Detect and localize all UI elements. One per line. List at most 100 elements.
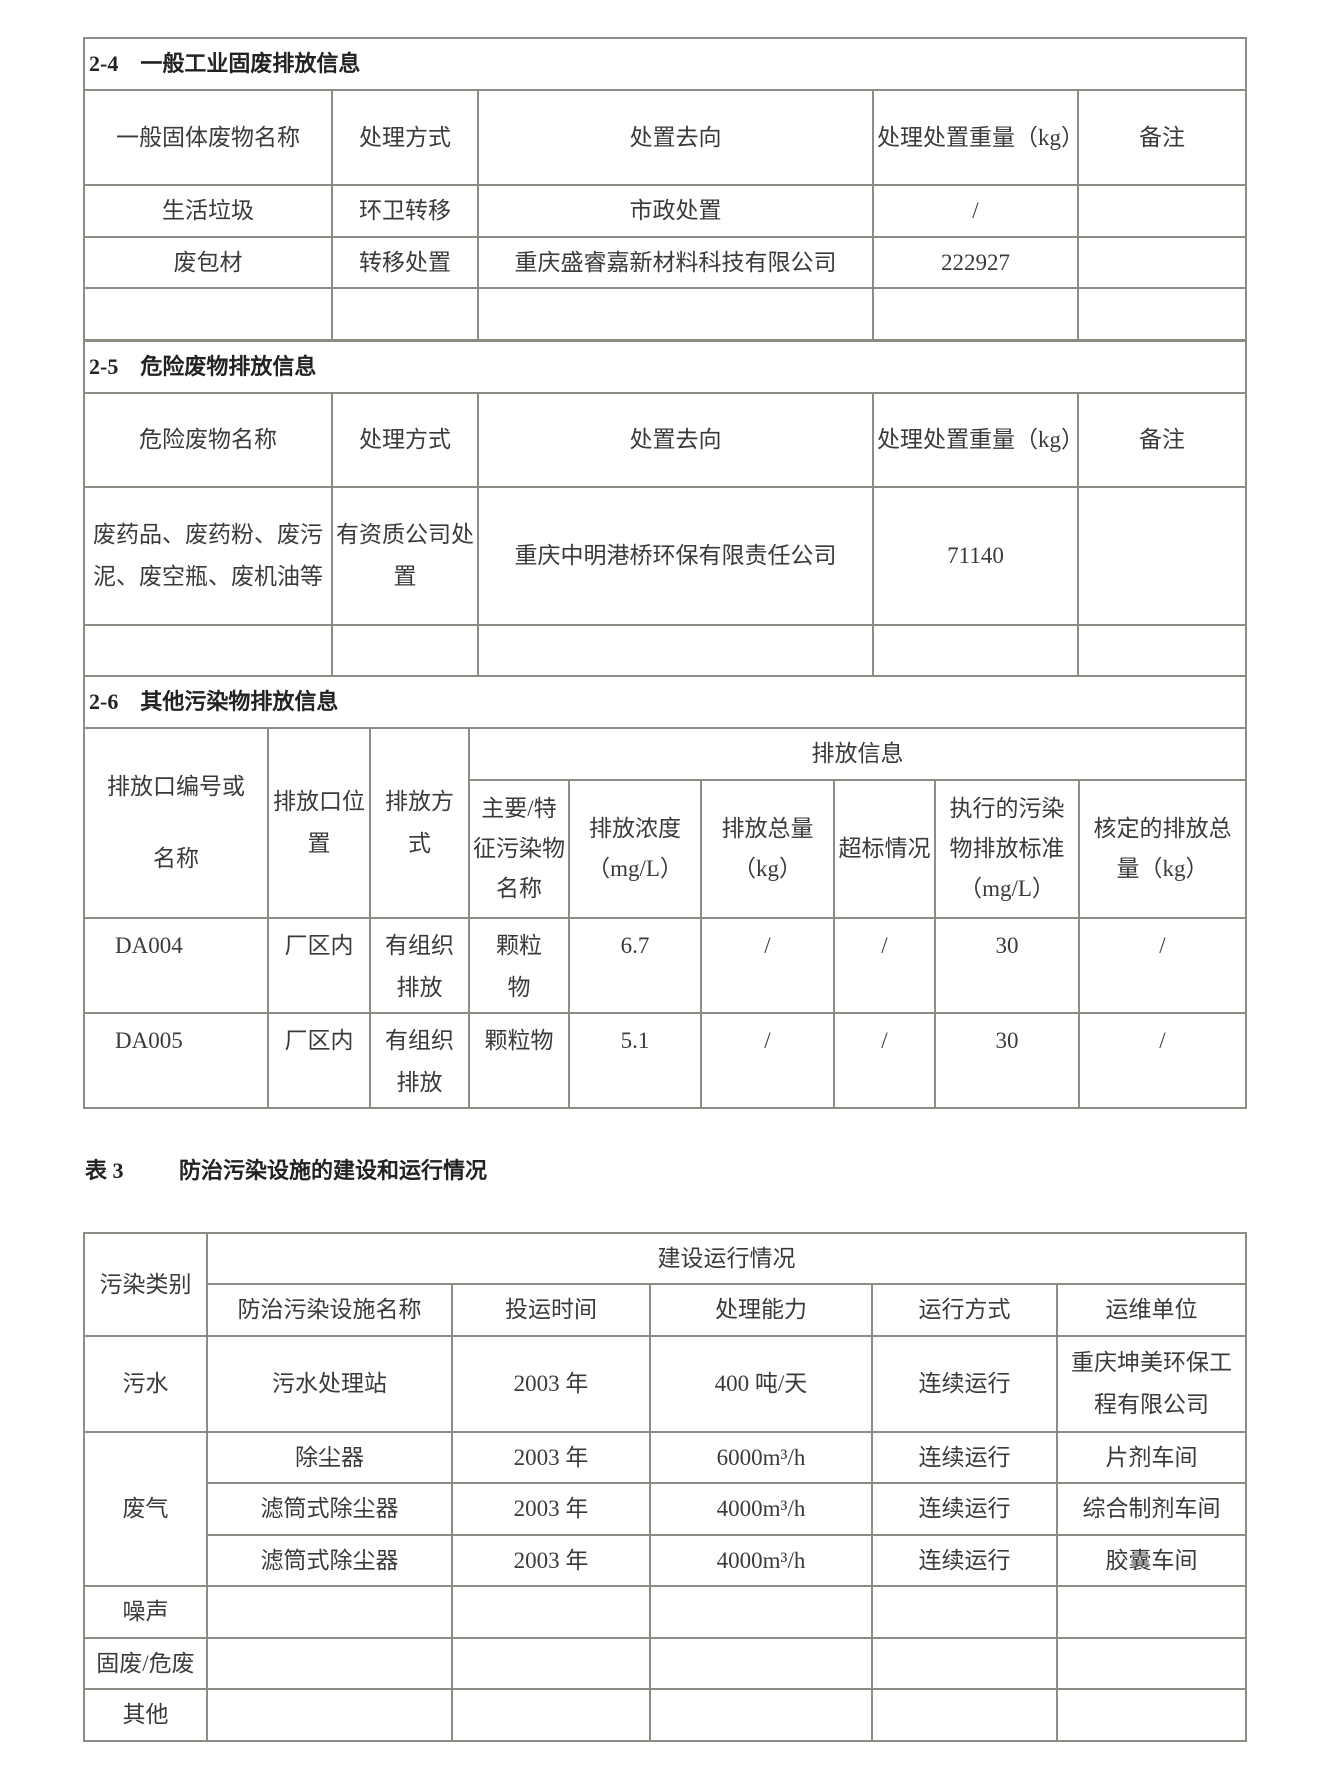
cell: 市政处置 [477, 184, 874, 238]
cell: 222927 [872, 236, 1079, 289]
cell: 71140 [872, 486, 1079, 626]
cell: / [833, 1012, 936, 1109]
cell: / [700, 1012, 835, 1109]
table-row: 生活垃圾 环卫转移 市政处置 / [83, 184, 1247, 238]
cell: 6.7 [568, 917, 702, 1014]
cell: DA004 [83, 917, 269, 1014]
cell: 有资质公司处置 [331, 486, 479, 626]
cell: 4000m³/h [649, 1482, 873, 1536]
cell: 2003 年 [451, 1482, 651, 1536]
header-cell: 处理能力 [649, 1283, 873, 1337]
table-row: 其他 [83, 1688, 1247, 1742]
table-row: 噪声 [83, 1585, 1247, 1639]
cell: 2003 年 [451, 1534, 651, 1587]
header-cell: 备注 [1077, 89, 1247, 186]
header-method: 排放方式 [369, 727, 470, 919]
table-number: 表 3 [85, 1158, 124, 1183]
cell: 滤筒式除尘器 [206, 1482, 453, 1536]
category-cell: 其他 [83, 1688, 208, 1742]
section-title-2-5: 2-5 危险废物排放信息 [83, 339, 1247, 394]
cell: 30 [934, 917, 1080, 1014]
cell: 400 吨/天 [649, 1335, 873, 1433]
table-row: DA005 厂区内 有组织排放 颗粒物 5.1 / / 30 / [83, 1012, 1247, 1109]
header-cell: 危险废物名称 [83, 392, 333, 488]
empty-row [83, 287, 1247, 342]
section-title-2-4: 2-4 一般工业固废排放信息 [83, 37, 1247, 91]
cell: / [1078, 917, 1247, 1014]
table-3-caption: 表 3 防治污染设施的建设和运行情况 [85, 1153, 487, 1185]
cell: 6000m³/h [649, 1431, 873, 1484]
header-cell: 处理处置重量（kg） [872, 89, 1079, 186]
header-cell: 运行方式 [871, 1283, 1058, 1337]
category-cell: 污水 [83, 1335, 208, 1433]
header-cell: 超标情况 [833, 779, 936, 919]
category-cell: 固废/危废 [83, 1637, 208, 1690]
cell: 滤筒式除尘器 [206, 1534, 453, 1587]
cell: / [700, 917, 835, 1014]
header-cell: 处理方式 [331, 89, 479, 186]
header-cell: 处置去向 [477, 392, 874, 488]
cell: 重庆坤美环保工程有限公司 [1056, 1335, 1247, 1433]
cell: 颗粒物 [468, 1012, 570, 1109]
header-cell: 排放浓度（mg/L） [568, 779, 702, 919]
cell: 废药品、废药粉、废污泥、废空瓶、废机油等 [83, 486, 333, 626]
table-row: DA004 厂区内 有组织排放 颗粒物 6.7 / / 30 / [83, 917, 1247, 1014]
cell: / [872, 184, 1079, 238]
cell: 有组织排放 [369, 917, 470, 1014]
table-title: 防治污染设施的建设和运行情况 [179, 1158, 488, 1183]
cell: 综合制剂车间 [1056, 1482, 1247, 1536]
header-cell: 主要/特征污染物名称 [468, 779, 570, 919]
other-pollutants-table: 2-6 其他污染物排放信息 排放口编号或名称 排放口位置 排放方式 排放信息 主… [83, 675, 1247, 1109]
header-cell: 一般固体废物名称 [83, 89, 333, 186]
cell: 厂区内 [267, 1012, 371, 1109]
empty-row [83, 624, 1247, 677]
header-cell: 备注 [1077, 392, 1247, 488]
cell: 重庆中明港桥环保有限责任公司 [477, 486, 874, 626]
cell: 连续运行 [871, 1431, 1058, 1484]
section-title-2-6: 2-6 其他污染物排放信息 [83, 675, 1247, 729]
cell: 5.1 [568, 1012, 702, 1109]
cell: 4000m³/h [649, 1534, 873, 1587]
header-cell: 投运时间 [451, 1283, 651, 1337]
cell: 环卫转移 [331, 184, 479, 238]
header-construction-status: 建设运行情况 [206, 1232, 1247, 1285]
hazardous-waste-table: 2-5 危险废物排放信息 危险废物名称 处理方式 处置去向 处理处置重量（kg）… [83, 339, 1247, 677]
header-cell: 处理处置重量（kg） [872, 392, 1079, 488]
table-row: 废包材 转移处置 重庆盛睿嘉新材料科技有限公司 222927 [83, 236, 1247, 289]
category-cell: 废气 [83, 1431, 208, 1587]
cell [1077, 184, 1247, 238]
cell: 厂区内 [267, 917, 371, 1014]
table-row: 固废/危废 [83, 1637, 1247, 1690]
cell: 连续运行 [871, 1482, 1058, 1536]
table-row: 废气 除尘器 2003 年 6000m³/h 连续运行 片剂车间 [83, 1431, 1247, 1587]
table-row: 废药品、废药粉、废污泥、废空瓶、废机油等 有资质公司处置 重庆中明港桥环保有限责… [83, 486, 1247, 626]
cell: 2003 年 [451, 1431, 651, 1484]
header-emission-info: 排放信息 [468, 727, 1247, 781]
cell: 片剂车间 [1056, 1431, 1247, 1484]
cell: DA005 [83, 1012, 269, 1109]
cell: 30 [934, 1012, 1080, 1109]
cell: / [1078, 1012, 1247, 1109]
header-cell: 处理方式 [331, 392, 479, 488]
table-row: 滤筒式除尘器 2003 年 4000m³/h 连续运行 胶囊车间 [84, 1534, 1247, 1587]
cell: 连续运行 [871, 1534, 1058, 1587]
pollution-facilities-table: 污染类别 建设运行情况 防治污染设施名称 投运时间 处理能力 运行方式 运维单位… [83, 1232, 1247, 1742]
header-cell: 排放总量（kg） [700, 779, 835, 919]
header-cell: 执行的污染物排放标准（mg/L） [934, 779, 1080, 919]
cell: 有组织排放 [369, 1012, 470, 1109]
cell: 颗粒物 [468, 917, 570, 1014]
header-cell: 核定的排放总量（kg） [1078, 779, 1247, 919]
header-cell: 运维单位 [1056, 1283, 1247, 1337]
cell: 连续运行 [871, 1335, 1058, 1433]
cell: 除尘器 [206, 1431, 453, 1484]
cell: 废包材 [83, 236, 333, 289]
cell: 2003 年 [451, 1335, 651, 1433]
cell: 重庆盛睿嘉新材料科技有限公司 [477, 236, 874, 289]
table-row: 滤筒式除尘器 2003 年 4000m³/h 连续运行 综合制剂车间 [84, 1482, 1247, 1536]
table-row: 污水 污水处理站 2003 年 400 吨/天 连续运行 重庆坤美环保工程有限公… [83, 1335, 1247, 1433]
header-outlet-id: 排放口编号或名称 [83, 727, 269, 919]
cell: 转移处置 [331, 236, 479, 289]
category-cell: 噪声 [83, 1585, 208, 1639]
general-solid-waste-table: 2-4 一般工业固废排放信息 一般固体废物名称 处理方式 处置去向 处理处置重量… [83, 37, 1247, 342]
cell [1077, 486, 1247, 626]
